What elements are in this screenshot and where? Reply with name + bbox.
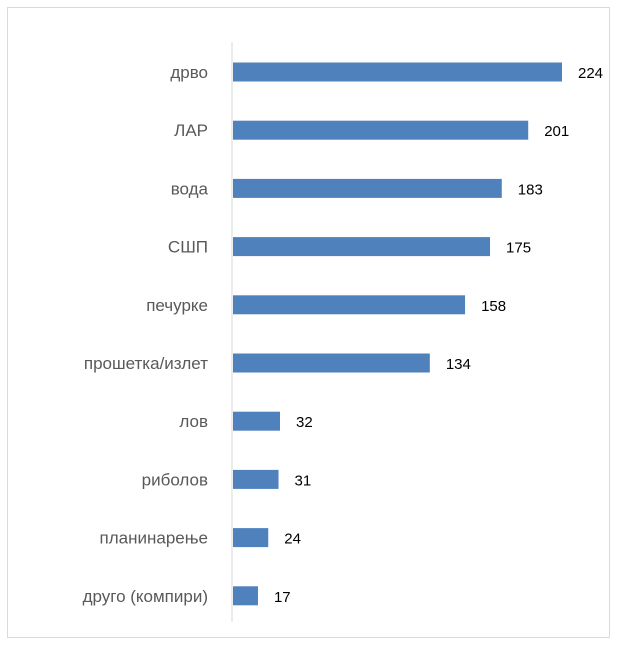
value-label: 32 <box>296 414 313 431</box>
chart-frame <box>7 7 610 638</box>
value-label: 175 <box>506 240 531 257</box>
bar <box>233 469 279 489</box>
bar <box>233 62 562 82</box>
value-label: 24 <box>284 531 301 548</box>
value-label: 134 <box>446 356 471 373</box>
category-labels-group: дрво ЛАР вода СШП печурке прошетка/излет лов ри… <box>83 63 209 606</box>
category-label: прошетка/излет <box>84 354 208 373</box>
value-labels-group: 224 201 183 175 158 134 32 31 24 17 <box>274 65 603 606</box>
category-label: вода <box>171 179 209 198</box>
bars-group <box>233 62 562 606</box>
value-label: 224 <box>578 65 603 82</box>
category-label: планинарење <box>100 529 208 548</box>
category-label: СШП <box>168 238 208 257</box>
bar <box>233 295 466 315</box>
category-label: друго (компири) <box>83 587 208 606</box>
value-label: 183 <box>518 181 543 198</box>
bar <box>233 586 258 606</box>
bar <box>233 411 280 431</box>
bar <box>233 353 430 373</box>
bar <box>233 528 269 548</box>
value-label: 201 <box>544 123 569 140</box>
value-label: 31 <box>295 472 312 489</box>
category-label: лов <box>179 412 208 431</box>
category-label: печурке <box>146 296 208 315</box>
value-label: 17 <box>274 589 291 606</box>
bar <box>233 178 502 198</box>
bar <box>233 120 529 140</box>
category-label: риболов <box>142 470 208 489</box>
value-label: 158 <box>481 298 506 315</box>
category-label: ЛАР <box>174 121 208 140</box>
bar <box>233 237 491 257</box>
category-label: дрво <box>170 63 208 82</box>
